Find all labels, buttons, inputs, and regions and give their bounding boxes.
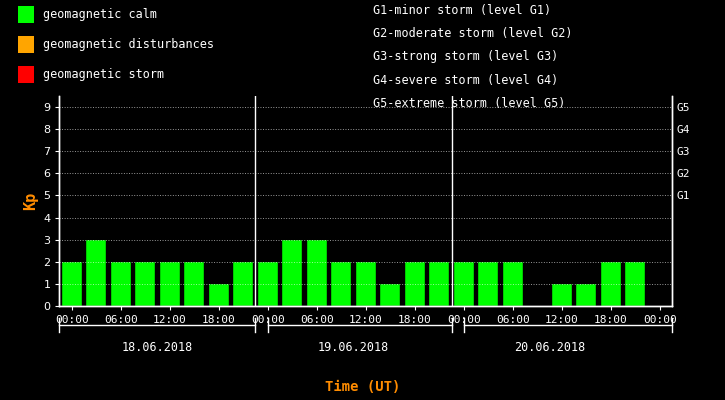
Text: G1-minor storm (level G1): G1-minor storm (level G1) <box>373 4 552 17</box>
Bar <box>478 262 498 306</box>
Text: Time (UT): Time (UT) <box>325 380 400 394</box>
Bar <box>160 262 180 306</box>
Bar <box>502 262 523 306</box>
Text: 18.06.2018: 18.06.2018 <box>122 341 193 354</box>
Bar <box>233 262 253 306</box>
Bar <box>62 262 82 306</box>
Bar <box>454 262 474 306</box>
Bar <box>209 284 229 306</box>
Bar <box>625 262 645 306</box>
Bar <box>552 284 572 306</box>
Text: G2-moderate storm (level G2): G2-moderate storm (level G2) <box>373 27 573 40</box>
Bar <box>380 284 400 306</box>
Bar <box>111 262 130 306</box>
Bar <box>601 262 621 306</box>
Bar <box>257 262 278 306</box>
Bar <box>429 262 450 306</box>
Bar <box>184 262 204 306</box>
Bar <box>307 240 327 306</box>
Bar <box>86 240 107 306</box>
Bar <box>576 284 597 306</box>
Text: G3-strong storm (level G3): G3-strong storm (level G3) <box>373 50 559 63</box>
Y-axis label: Kp: Kp <box>22 192 38 210</box>
Text: geomagnetic calm: geomagnetic calm <box>43 8 157 21</box>
Bar <box>356 262 376 306</box>
Text: G5-extreme storm (level G5): G5-extreme storm (level G5) <box>373 97 566 110</box>
Text: 19.06.2018: 19.06.2018 <box>318 341 389 354</box>
Bar <box>282 240 302 306</box>
Bar <box>331 262 352 306</box>
Text: geomagnetic disturbances: geomagnetic disturbances <box>43 38 214 51</box>
Bar <box>135 262 155 306</box>
Text: G4-severe storm (level G4): G4-severe storm (level G4) <box>373 74 559 87</box>
Bar <box>405 262 425 306</box>
Text: geomagnetic storm: geomagnetic storm <box>43 68 164 81</box>
Text: 20.06.2018: 20.06.2018 <box>514 341 585 354</box>
